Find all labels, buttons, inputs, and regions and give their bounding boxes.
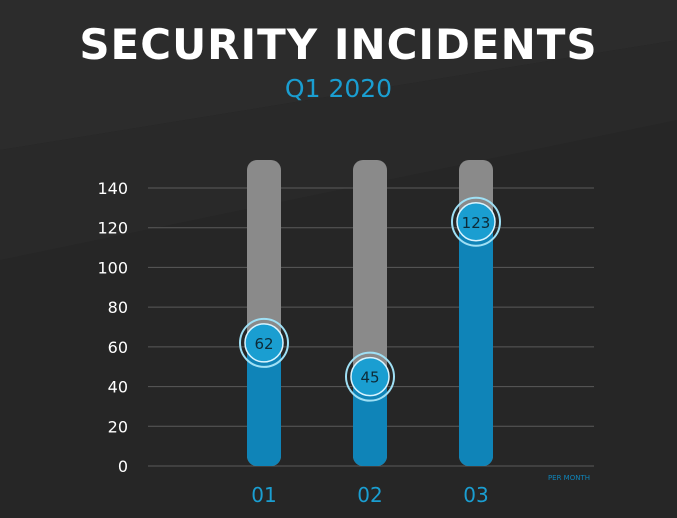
x-tick-label: 01 (251, 483, 276, 507)
y-tick-label: 120 (97, 219, 128, 238)
y-tick-label: 0 (118, 457, 128, 476)
y-tick-label: 100 (97, 258, 128, 277)
data-label: 45 (360, 369, 379, 387)
y-tick-label: 20 (108, 417, 128, 436)
data-label-ring (451, 196, 501, 247)
data-label-ring (345, 351, 395, 402)
y-tick-label: 40 (108, 378, 128, 397)
data-label: 62 (254, 335, 273, 353)
y-tick-label: 140 (97, 179, 128, 198)
data-label-bubble (350, 356, 390, 397)
bar (459, 221, 493, 466)
chart-title: SECURITY INCIDENTS (79, 20, 598, 69)
y-tick-label: 60 (108, 338, 128, 357)
chart-subtitle: Q1 2020 (284, 74, 393, 103)
data-label-bubble (456, 202, 496, 242)
data-label: 123 (462, 214, 491, 232)
x-tick-label: 03 (463, 483, 488, 507)
per-month-annotation: PER MONTH (548, 474, 590, 482)
data-label-bubble (244, 323, 284, 363)
x-tick-label: 02 (357, 483, 382, 507)
y-tick-label: 80 (108, 298, 128, 317)
data-label-ring (239, 317, 289, 368)
bar (247, 342, 281, 466)
